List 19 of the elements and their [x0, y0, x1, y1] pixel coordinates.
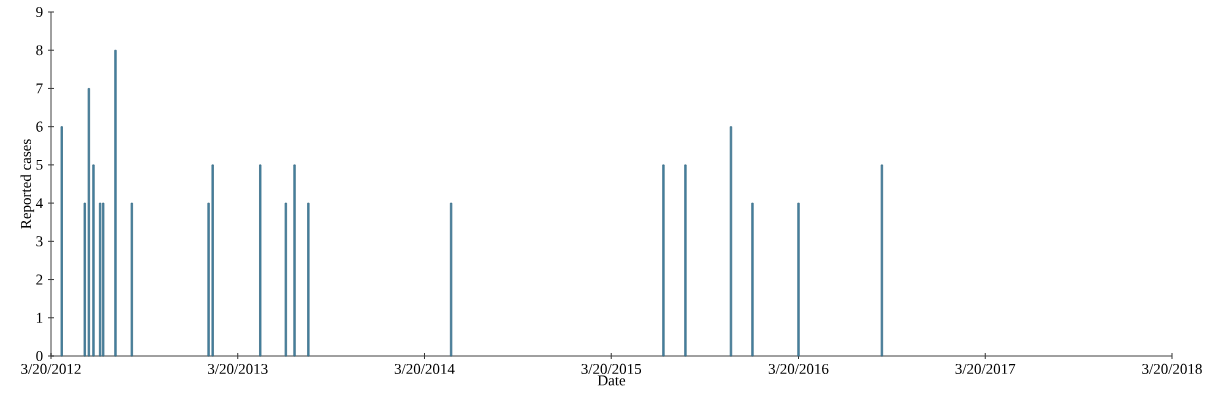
y-tick-label: 1: [36, 312, 43, 323]
y-tick-label: 8: [36, 45, 43, 56]
y-tick-label: 2: [36, 274, 43, 285]
y-tick-label: 5: [36, 159, 43, 170]
y-tick-label: 3: [36, 236, 43, 247]
x-tick-label: 3/20/2012: [21, 363, 81, 374]
y-tick-label: 9: [36, 6, 43, 18]
y-tick-label: 6: [36, 121, 43, 132]
y-axis-title: Reported cases: [20, 139, 35, 229]
x-tick-label: 3/20/2014: [394, 363, 455, 374]
x-tick-label: 3/20/2017: [955, 363, 1016, 374]
x-tick-label: 3/20/2016: [768, 363, 829, 374]
x-tick-label: 3/20/2015: [581, 363, 642, 374]
y-tick-label: 7: [36, 83, 43, 94]
x-axis-title: Date: [597, 375, 626, 386]
x-tick-label: 3/20/2018: [1142, 363, 1202, 374]
y-tick-label: 4: [35, 198, 43, 209]
y-tick-label: 0: [36, 350, 43, 362]
x-tick-label: 3/20/2013: [208, 363, 268, 374]
